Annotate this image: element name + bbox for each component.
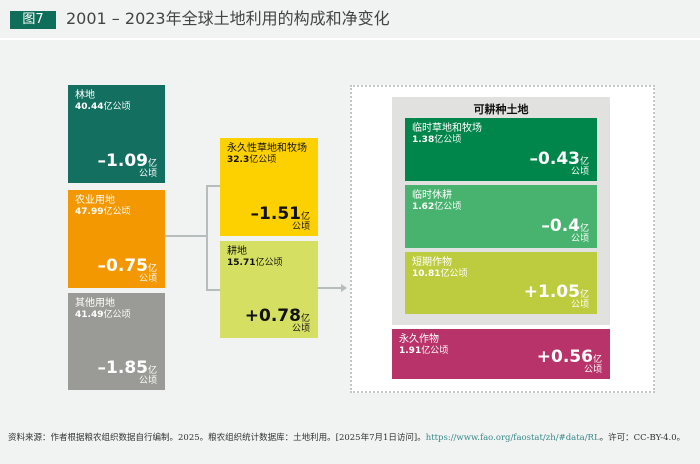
- category-label: 临时草地和牧场: [412, 123, 482, 134]
- category-label: 耕地: [227, 246, 247, 257]
- change-unit: 公顷: [570, 167, 589, 177]
- change-value: –0.75: [97, 256, 148, 276]
- net-change: –0.75亿 公顷: [98, 258, 157, 285]
- arable-land-title: 可耕种土地: [473, 103, 529, 116]
- net-change: –0.4亿 公顷: [541, 218, 589, 245]
- land-category-box: 农业用地 47.99亿公顷 –0.75亿 公顷: [68, 190, 165, 288]
- change-unit: 公顷: [138, 169, 157, 179]
- change-unit: 公顷: [583, 365, 602, 375]
- change-value: +1.05: [523, 282, 580, 302]
- area-value: 15.71: [227, 258, 256, 268]
- change-unit: 亿: [300, 212, 310, 222]
- category-area: 15.71亿公顷: [227, 258, 311, 269]
- change-unit: 亿: [300, 314, 310, 324]
- source-text: 资料来源：作者根据粮农组织数据自行编制。2025。粮农组织统计数据库：土地利用。…: [8, 433, 426, 443]
- category-area: 1.62亿公顷: [412, 202, 590, 213]
- change-value: –0.43: [529, 149, 580, 169]
- net-change: –1.51亿 公顷: [251, 206, 310, 233]
- area-unit: 亿公顷: [103, 207, 131, 217]
- category-label: 永久作物: [399, 334, 439, 345]
- area-unit: 亿公顷: [434, 202, 462, 212]
- change-unit: 亿: [579, 224, 589, 234]
- area-value: 40.44: [75, 102, 104, 112]
- connector: [206, 289, 220, 291]
- page-title: 2001 – 2023年全球土地利用的构成和净变化: [66, 9, 390, 28]
- net-change: –0.43亿 公顷: [530, 151, 589, 178]
- change-unit: 公顷: [291, 324, 310, 334]
- category-label: 林地: [75, 90, 95, 101]
- net-change: –1.09亿 公顷: [98, 153, 157, 180]
- arrow-head-icon: [341, 284, 347, 292]
- area-value: 32.3: [227, 155, 250, 165]
- area-value: 47.99: [75, 207, 104, 217]
- area-value: 41.49: [75, 310, 104, 320]
- category-area: 1.38亿公顷: [412, 135, 590, 146]
- change-value: –1.51: [250, 204, 301, 224]
- arrow-line: [318, 287, 342, 289]
- change-unit: 亿: [147, 366, 157, 376]
- source-link[interactable]: https://www.fao.org/faostat/zh/#data/RL: [425, 433, 600, 443]
- area-unit: 亿公顷: [103, 102, 131, 112]
- change-value: –1.09: [97, 151, 148, 171]
- land-category-box: 永久作物 1.91亿公顷 +0.56亿 公顷: [392, 329, 610, 379]
- category-area: 1.91亿公顷: [399, 346, 603, 357]
- land-category-box: 永久性草地和牧场 32.3亿公顷 –1.51亿 公顷: [220, 138, 318, 236]
- area-unit: 亿公顷: [434, 135, 462, 145]
- change-value: –0.4: [541, 216, 580, 236]
- change-unit: 亿: [592, 355, 602, 365]
- change-unit: 亿: [579, 157, 589, 167]
- land-category-box: 短期作物 10.81亿公顷 +1.05亿 公顷: [405, 252, 597, 314]
- connector: [165, 235, 207, 237]
- land-category-box: 临时休耕 1.62亿公顷 –0.4亿 公顷: [405, 185, 597, 248]
- category-area: 40.44亿公顷: [75, 102, 158, 113]
- category-area: 41.49亿公顷: [75, 310, 158, 321]
- category-label: 其他用地: [75, 298, 115, 309]
- net-change: +1.05亿 公顷: [524, 284, 589, 311]
- area-unit: 亿公顷: [103, 310, 131, 320]
- area-unit: 亿公顷: [440, 269, 468, 279]
- change-unit: 公顷: [291, 222, 310, 232]
- category-area: 32.3亿公顷: [227, 155, 311, 166]
- change-unit: 公顷: [138, 376, 157, 386]
- change-value: +0.56: [536, 347, 593, 367]
- change-unit: 公顷: [570, 234, 589, 244]
- land-category-box: 耕地 15.71亿公顷 +0.78亿 公顷: [220, 241, 318, 338]
- area-value: 1.91: [399, 346, 422, 356]
- net-change: +0.56亿 公顷: [537, 349, 602, 376]
- category-label: 短期作物: [412, 257, 452, 268]
- area-value: 10.81: [412, 269, 441, 279]
- category-label: 农业用地: [75, 195, 115, 206]
- land-category-box: 林地 40.44亿公顷 –1.09亿 公顷: [68, 85, 165, 183]
- category-area: 10.81亿公顷: [412, 269, 590, 280]
- license-text: 。许可：CC-BY-4.0。: [599, 433, 686, 443]
- change-unit: 亿: [579, 290, 589, 300]
- connector: [206, 185, 220, 187]
- area-unit: 亿公顷: [255, 258, 283, 268]
- net-change: –1.85亿 公顷: [98, 360, 157, 387]
- connector: [206, 185, 208, 291]
- change-unit: 公顷: [570, 300, 589, 310]
- area-value: 1.62: [412, 202, 435, 212]
- land-category-box: 其他用地 41.49亿公顷 –1.85亿 公顷: [68, 293, 165, 390]
- category-label: 临时休耕: [412, 190, 452, 201]
- change-value: +0.78: [244, 306, 301, 326]
- header: 图7 2001 – 2023年全球土地利用的构成和净变化: [0, 0, 700, 40]
- area-unit: 亿公顷: [421, 346, 449, 356]
- net-change: +0.78亿 公顷: [245, 308, 310, 335]
- change-unit: 亿: [147, 264, 157, 274]
- change-value: –1.85: [97, 358, 148, 378]
- area-value: 1.38: [412, 135, 435, 145]
- figure-badge: 图7: [10, 11, 56, 29]
- change-unit: 公顷: [138, 274, 157, 284]
- change-unit: 亿: [147, 159, 157, 169]
- category-area: 47.99亿公顷: [75, 207, 158, 218]
- area-unit: 亿公顷: [249, 155, 277, 165]
- category-label: 永久性草地和牧场: [227, 143, 307, 154]
- land-category-box: 临时草地和牧场 1.38亿公顷 –0.43亿 公顷: [405, 118, 597, 181]
- source-note: 资料来源：作者根据粮农组织数据自行编制。2025。粮农组织统计数据库：土地利用。…: [8, 432, 698, 445]
